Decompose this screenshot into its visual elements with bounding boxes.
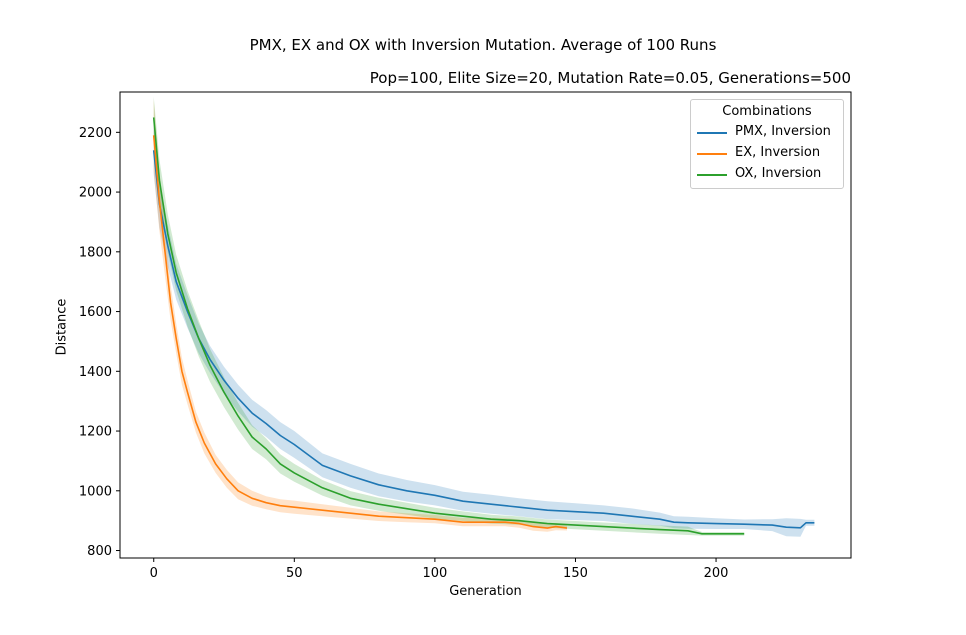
series-lines — [152, 117, 815, 535]
x-tick-label: 200 — [704, 566, 729, 581]
legend-entry-ox: OX, Inversion — [691, 166, 843, 184]
legend-swatch-ox — [697, 174, 727, 176]
series-line-ox — [152, 117, 745, 535]
legend-entry-ex: EX, Inversion — [691, 145, 843, 163]
series-line-pmx — [152, 150, 815, 529]
legend-entry-pmx: PMX, Inversion — [691, 124, 843, 142]
legend-label-pmx: PMX, Inversion — [735, 124, 831, 139]
x-tick-label: 150 — [563, 566, 588, 581]
x-tick-label: 0 — [150, 566, 158, 581]
x-tick-label: 100 — [422, 566, 447, 581]
y-tick-label: 2200 — [79, 126, 112, 141]
y-tick-label: 1200 — [79, 425, 112, 440]
chart-subtitle: Pop=100, Elite Size=20, Mutation Rate=0.… — [369, 69, 851, 87]
y-tick-label: 800 — [87, 544, 112, 559]
axes-frame — [119, 91, 852, 559]
y-tick-label: 1800 — [79, 245, 112, 260]
legend-title: Combinations — [722, 104, 812, 119]
x-tick-label: 50 — [286, 566, 303, 581]
chart-title: PMX, EX and OX with Inversion Mutation. … — [249, 36, 717, 54]
band-ex — [153, 99, 567, 532]
y-tick-label: 1000 — [79, 484, 112, 499]
legend-label-ex: EX, Inversion — [735, 145, 821, 160]
y-tick-label: 1400 — [79, 365, 112, 380]
x-axis-ticks: 0 50 100 150 200 — [150, 558, 729, 581]
y-axis-ticks: 800 1000 1200 1400 1600 1800 2000 2200 — [79, 126, 120, 559]
legend-swatch-ex — [697, 153, 727, 155]
y-axis-label: Distance — [54, 298, 70, 356]
x-axis-label: Generation — [449, 584, 522, 599]
y-tick-label: 1600 — [79, 305, 112, 320]
legend-swatch-pmx — [697, 132, 727, 134]
legend: Combinations PMX, Inversion EX, Inversio… — [690, 99, 844, 189]
y-tick-label: 2000 — [79, 186, 112, 201]
band-ox — [153, 96, 745, 536]
legend-label-ox: OX, Inversion — [735, 166, 822, 181]
series-line-ex — [152, 135, 568, 529]
